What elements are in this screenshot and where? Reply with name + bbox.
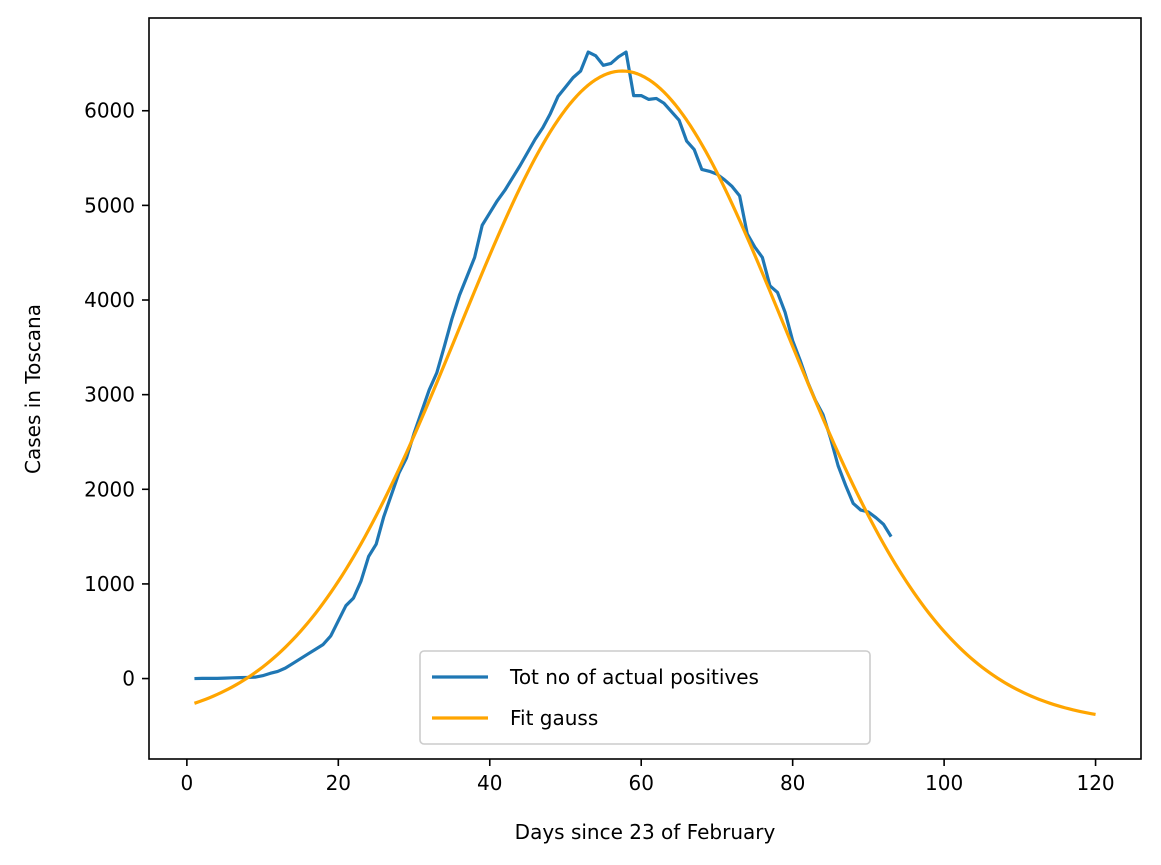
y-tick-label: 0 (122, 667, 135, 691)
x-tick-label: 100 (925, 771, 963, 795)
y-tick-label: 4000 (84, 288, 135, 312)
x-tick-label: 80 (780, 771, 805, 795)
x-tick-label: 60 (628, 771, 653, 795)
x-tick-label: 0 (180, 771, 193, 795)
x-axis-label: Days since 23 of February (515, 820, 776, 844)
plot-background (149, 18, 1141, 759)
y-axis-label: Cases in Toscana (21, 304, 45, 474)
y-axis-ticks: 0 1000 2000 3000 4000 5000 6000 (84, 99, 149, 691)
y-tick-label: 3000 (84, 383, 135, 407)
legend-label-fit: Fit gauss (510, 706, 598, 730)
x-tick-label: 40 (477, 771, 502, 795)
x-tick-label: 20 (326, 771, 351, 795)
plot-lines (193, 50, 1096, 717)
legend: Tot no of actual positives Fit gauss (419, 650, 871, 745)
series-line-fit-gauss (193, 69, 1096, 717)
legend-box (419, 650, 871, 745)
y-tick-label: 6000 (84, 99, 135, 123)
plot-frame (148, 17, 1142, 760)
y-tick-label: 1000 (84, 572, 135, 596)
y-tick-label: 2000 (84, 477, 135, 501)
series-line-positives (194, 50, 893, 681)
x-axis-ticks: 0 20 40 60 80 100 120 (180, 759, 1115, 795)
x-tick-label: 120 (1076, 771, 1114, 795)
y-tick-label: 5000 (84, 193, 135, 217)
legend-label-positives: Tot no of actual positives (509, 665, 759, 689)
